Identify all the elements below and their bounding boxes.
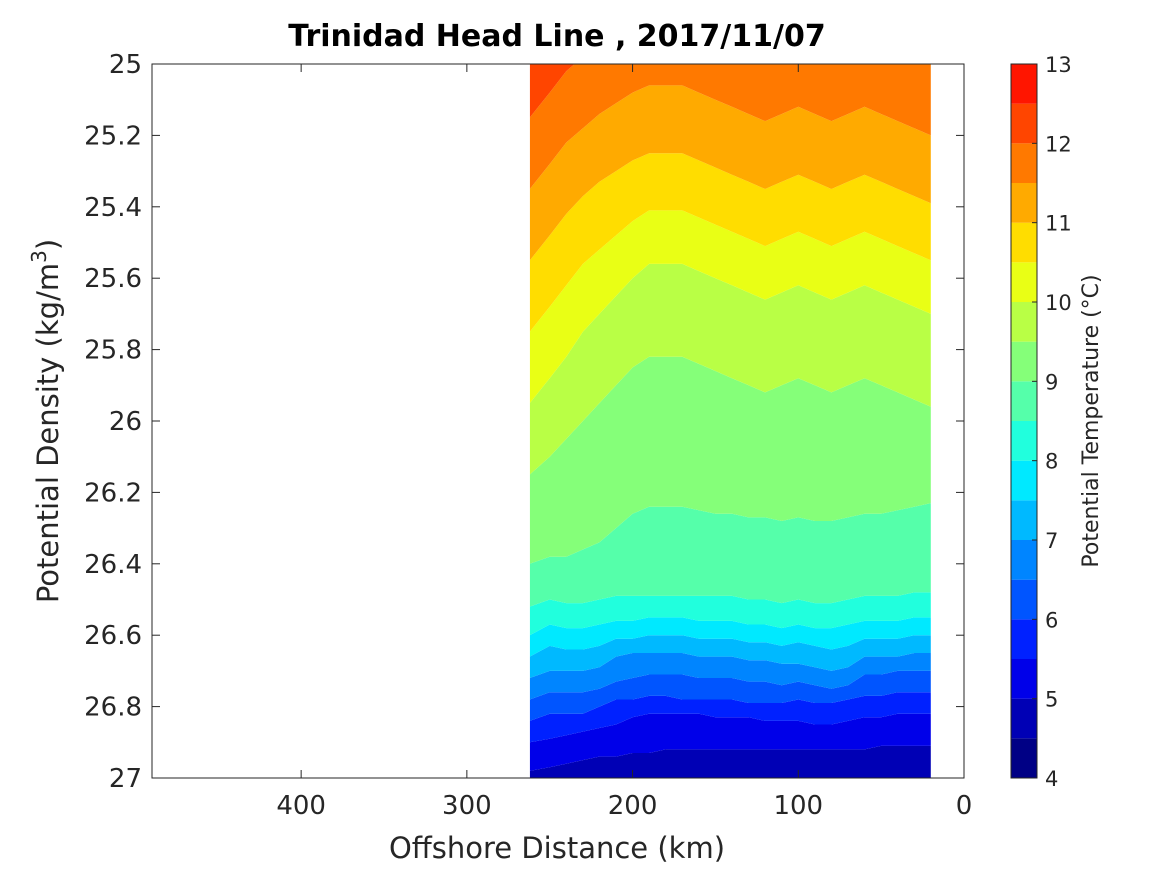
contour-band: [529, 745, 931, 778]
contour-band: [529, 85, 931, 261]
y-tick-label: 27: [109, 764, 142, 794]
contour-band: [529, 64, 931, 189]
x-tick-label: 400: [276, 791, 326, 821]
y-tick-label: 25.6: [84, 264, 142, 294]
y-axis-label-end: ): [31, 239, 65, 250]
colorbar-tick-label: 5: [1045, 688, 1058, 712]
y-axis: 25 25.2 25.4 25.6 25.8 26 26.2 26.4 26.6 26.8 27: [84, 50, 964, 794]
colorbar: [1011, 64, 1037, 778]
colorbar-frame: [1010, 63, 1038, 779]
colorbar-tick-label: 4: [1045, 767, 1058, 791]
y-tick-label: 26.6: [84, 621, 142, 651]
x-tick-label: 300: [442, 791, 492, 821]
colorbar-tick-label: 8: [1045, 450, 1058, 474]
y-tick-label: 25.8: [84, 336, 142, 366]
colorbar-segment: [1011, 460, 1037, 501]
no-data-mask: [152, 64, 530, 778]
contour-band: [529, 617, 931, 657]
colorbar-segment: [1011, 659, 1037, 699]
colorbar-tick-label: 13: [1045, 53, 1072, 77]
colorbar-tick-label: 6: [1045, 608, 1058, 632]
colorbar-segment: [1011, 540, 1037, 580]
contour-band: [529, 503, 931, 607]
contour-band: [529, 653, 931, 700]
colorbar-segment: [1011, 500, 1037, 540]
y-tick-label: 26: [109, 407, 142, 437]
colorbar-tick-label: 12: [1045, 132, 1072, 156]
colorbar-ticks: 4 5 6 7 8 9 10 11 12 13: [1032, 53, 1072, 791]
y-tick-label: 26.8: [84, 693, 142, 723]
x-tick-label: 100: [773, 791, 823, 821]
y-axis-label-superscript: 3: [27, 250, 51, 263]
x-axis-label: Offshore Distance (km): [389, 831, 725, 865]
contour-band: [529, 153, 931, 332]
y-tick-label: 25.4: [84, 193, 142, 223]
contour-band: [529, 592, 931, 636]
colorbar-segment: [1011, 579, 1037, 620]
contour-fill: [152, 64, 964, 778]
contour-band: [529, 356, 931, 564]
contour-band: [529, 713, 931, 771]
y-axis-label: Potential Density (kg/m3): [27, 239, 65, 603]
colorbar-segment: [1011, 64, 1037, 104]
colorbar-tick-label: 10: [1045, 291, 1072, 315]
colorbar-segment: [1011, 421, 1037, 461]
colorbar-segment: [1011, 302, 1037, 342]
contour-band: [529, 263, 931, 475]
y-tick-label: 25: [109, 50, 142, 80]
contour-band: [529, 692, 931, 743]
y-axis-label-main: Potential Density (kg/m: [31, 263, 65, 603]
colorbar-segment: [1011, 262, 1037, 302]
colorbar-tick-label: 7: [1045, 529, 1058, 553]
colorbar-segment: [1011, 103, 1037, 144]
colorbar-segment: [1011, 222, 1037, 263]
colorbar-segment: [1011, 738, 1037, 778]
contour-band: [529, 210, 931, 404]
y-tick-label: 26.4: [84, 550, 142, 580]
chart-title: Trinidad Head Line , 2017/11/07: [288, 19, 825, 54]
colorbar-segment: [1011, 698, 1037, 739]
colorbar-label: Potential Temperature (°C): [1079, 274, 1104, 567]
y-tick-label: 26.2: [84, 478, 142, 508]
colorbar-segment: [1011, 143, 1037, 183]
colorbar-segment: [1011, 619, 1037, 659]
x-tick-label: 200: [608, 791, 658, 821]
y-tick-label: 25.2: [84, 121, 142, 151]
contour-band: [529, 635, 931, 678]
x-tick-label: 0: [956, 791, 973, 821]
colorbar-segment: [1011, 381, 1037, 421]
contour-band: [529, 670, 931, 721]
colorbar-segment: [1011, 341, 1037, 382]
colorbar-tick-label: 9: [1045, 370, 1058, 394]
colorbar-segment: [1011, 183, 1037, 223]
colorbar-tick-label: 11: [1045, 212, 1072, 236]
x-axis: 400 300 200 100 0: [276, 64, 972, 821]
